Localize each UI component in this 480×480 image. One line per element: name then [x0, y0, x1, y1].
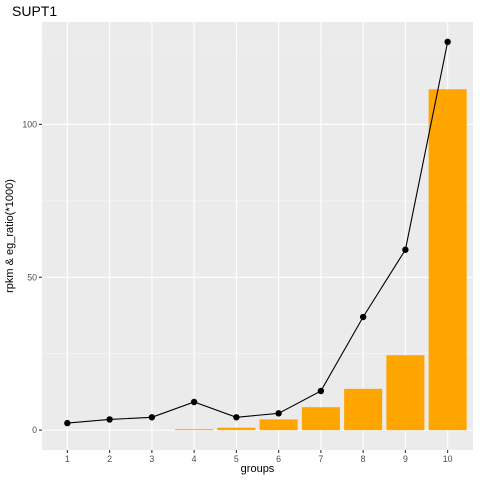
- bar: [344, 389, 382, 430]
- y-tick-label: 50: [27, 272, 37, 282]
- bar: [429, 89, 467, 430]
- bar: [260, 419, 298, 430]
- line-point: [233, 414, 239, 420]
- line-point: [444, 39, 450, 45]
- line-point: [275, 410, 281, 416]
- x-tick-label: 6: [276, 454, 281, 464]
- y-tick-label: 0: [32, 425, 37, 435]
- y-tick-label: 100: [22, 119, 37, 129]
- x-tick-label: 9: [403, 454, 408, 464]
- y-axis-title: rpkm & eg_ratio(*1000): [4, 179, 16, 293]
- x-tick-label: 10: [443, 454, 453, 464]
- line-point: [106, 416, 112, 422]
- x-tick-label: 5: [234, 454, 239, 464]
- x-tick-label: 2: [107, 454, 112, 464]
- x-tick-label: 1: [65, 454, 70, 464]
- x-tick-label: 7: [318, 454, 323, 464]
- bar: [386, 355, 424, 430]
- line-point: [64, 420, 70, 426]
- x-tick-label: 8: [361, 454, 366, 464]
- line-point: [402, 247, 408, 253]
- bar: [217, 428, 255, 430]
- chart-title: SUPT1: [12, 3, 57, 19]
- y-axis: 0 50 100: [22, 119, 42, 435]
- bar: [175, 429, 213, 430]
- x-tick-label: 3: [149, 454, 154, 464]
- line-point: [191, 399, 197, 405]
- x-axis: 1 2 3 4 5 6 7 8 9 10: [65, 450, 453, 464]
- bar: [302, 407, 340, 430]
- line-point: [318, 388, 324, 394]
- line-point: [149, 414, 155, 420]
- x-tick-label: 4: [192, 454, 197, 464]
- x-axis-title: groups: [241, 463, 275, 475]
- line-point: [360, 314, 366, 320]
